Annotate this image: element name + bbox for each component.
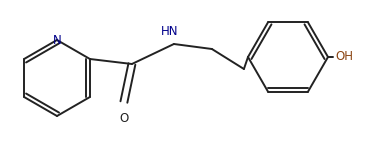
Text: HN: HN [161, 25, 179, 38]
Text: OH: OH [335, 51, 353, 63]
Text: O: O [119, 112, 128, 125]
Text: N: N [53, 33, 61, 46]
